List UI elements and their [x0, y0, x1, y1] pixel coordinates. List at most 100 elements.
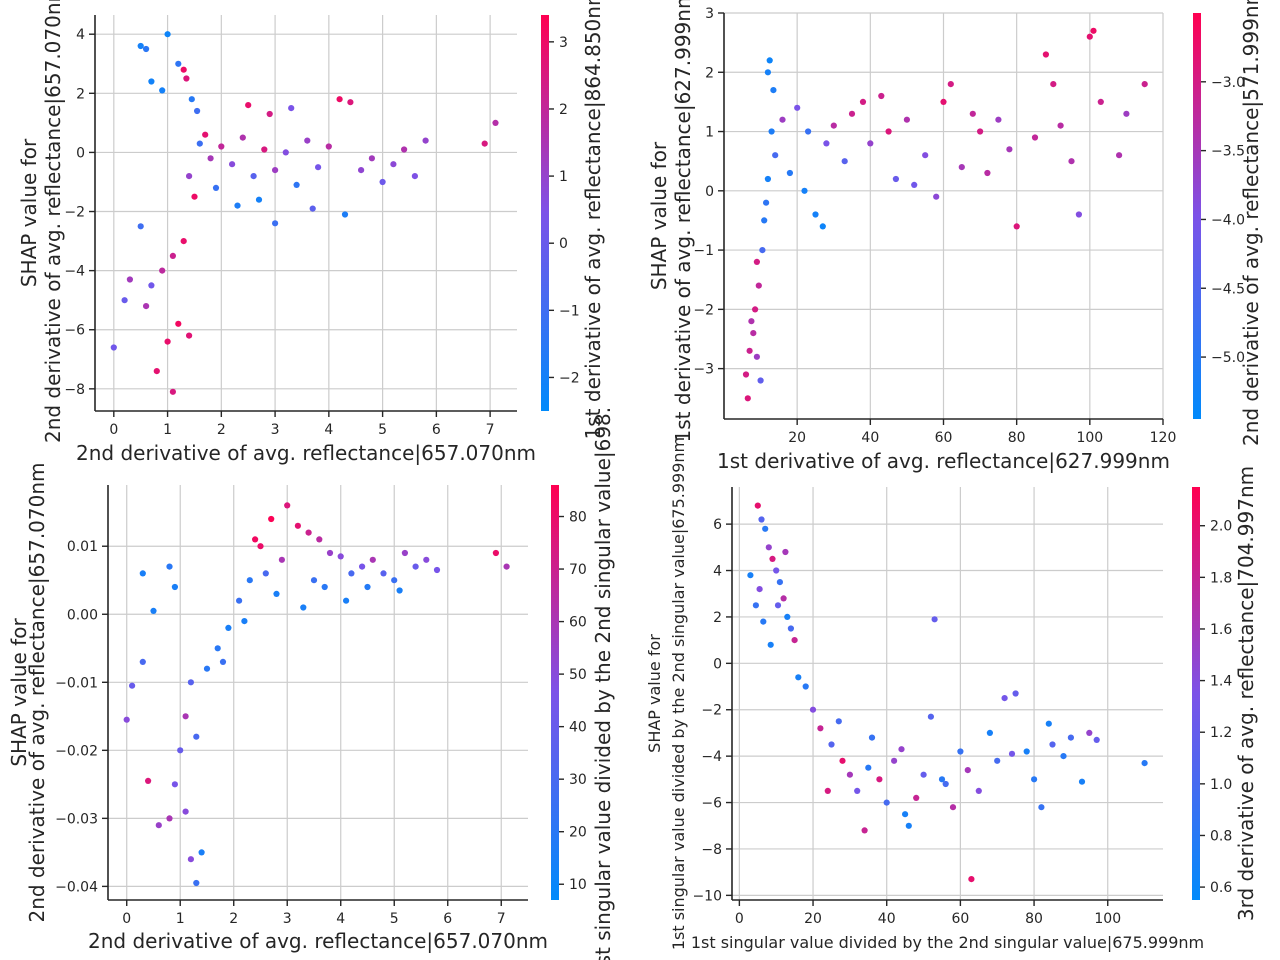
data-point: [784, 613, 791, 621]
x-axis-label: 1st singular value divided by the 2nd si…: [691, 933, 1204, 952]
y-tick-label: −0.02: [55, 743, 98, 759]
scatter-points: [742, 27, 1148, 402]
data-point: [861, 827, 868, 834]
data-point: [252, 536, 259, 543]
data-point: [268, 515, 275, 523]
data-point: [1031, 134, 1039, 141]
data-point: [986, 729, 994, 737]
data-point: [839, 757, 846, 764]
data-point: [186, 173, 193, 180]
colorbar-tick-label: 20: [569, 825, 587, 841]
data-point: [145, 777, 152, 785]
x-tick-label: 80: [1025, 911, 1043, 927]
data-point: [762, 525, 769, 532]
data-point: [369, 556, 376, 563]
data-point: [819, 223, 826, 230]
data-point: [282, 149, 289, 156]
data-point: [1001, 695, 1008, 702]
data-point: [772, 152, 779, 159]
data-point: [121, 297, 128, 304]
data-point: [196, 140, 203, 147]
data-point: [753, 258, 761, 265]
x-tick-label: 100: [1076, 430, 1103, 446]
data-point: [294, 522, 301, 529]
data-point: [423, 556, 430, 563]
y-tick-label: −0.01: [55, 675, 98, 691]
data-point: [284, 502, 291, 509]
data-point: [773, 567, 780, 574]
data-point: [876, 776, 883, 783]
data-point: [947, 81, 954, 88]
data-point: [752, 306, 759, 313]
data-point: [191, 193, 198, 200]
y-tick-label: 2: [713, 610, 722, 626]
data-point: [779, 116, 786, 123]
data-point: [859, 98, 867, 105]
data-point: [273, 590, 280, 598]
data-point: [1141, 81, 1148, 88]
data-point: [940, 98, 947, 105]
data-point: [786, 169, 794, 177]
data-point: [848, 110, 856, 117]
colorbar-tick-label: 1.8: [1210, 570, 1232, 586]
data-point: [942, 780, 949, 788]
colorbar-tick-label: 60: [569, 615, 587, 631]
colorbar-tick-label: −4.0: [1211, 212, 1245, 228]
data-point: [183, 75, 190, 82]
y-axis-label-line-2: 1st derivative of avg. reflectance|627.9…: [671, 0, 695, 442]
data-point: [830, 122, 837, 129]
colorbar-tick-label: 80: [569, 510, 587, 526]
colorbar-tick-label: 0.8: [1210, 828, 1232, 844]
data-point: [110, 344, 117, 351]
data-point: [931, 616, 938, 623]
data-point: [186, 332, 193, 339]
colorbar-tick-label: 2.0: [1210, 519, 1232, 535]
colorbar-tick-label: 1.0: [1210, 777, 1232, 793]
data-point: [742, 371, 750, 378]
data-point: [885, 128, 892, 135]
data-point: [380, 570, 387, 577]
data-point: [153, 368, 160, 375]
data-point: [137, 223, 144, 230]
y-tick-label: 4: [76, 27, 85, 43]
y-tick-label: −10: [692, 888, 722, 904]
chart-panel-1: 0 1 2 3 4 5 6 7 −8 −6 −4 −2 0 2 4 2nd derivative of avg…: [17, 0, 605, 465]
data-point: [969, 110, 976, 117]
data-point: [748, 318, 755, 325]
x-tick-label: 100: [1094, 911, 1121, 927]
x-tick-label: 80: [1008, 430, 1026, 446]
y-tick-label: −2: [701, 703, 722, 719]
data-point: [776, 579, 784, 586]
data-point: [922, 152, 929, 159]
y-tick-label: 0.01: [67, 539, 98, 555]
colorbar-tick-label: 1.2: [1210, 725, 1232, 741]
y-tick-label: 6: [713, 517, 722, 533]
data-point: [219, 658, 227, 666]
y-tick-label: −0.04: [55, 879, 98, 895]
data-point: [316, 536, 323, 543]
colorbar-tick-label: −2: [559, 370, 580, 386]
data-point: [994, 757, 1001, 764]
data-point: [288, 105, 295, 112]
data-point: [347, 99, 354, 106]
data-point: [1078, 778, 1086, 785]
y-tick-label: −3: [693, 362, 714, 378]
data-point: [175, 320, 182, 327]
data-point: [123, 716, 130, 723]
y-axis-label-line-2: 2nd derivative of avg. reflectance|657.0…: [25, 462, 49, 922]
data-point: [759, 247, 766, 254]
colorbar-tick-label: 0: [559, 236, 568, 252]
data-point: [767, 641, 774, 648]
x-tick-label: 60: [951, 911, 969, 927]
data-point: [150, 607, 157, 615]
data-point: [391, 577, 398, 584]
data-point: [977, 128, 984, 135]
data-point: [1057, 122, 1064, 129]
data-point: [1049, 741, 1056, 748]
data-point: [1013, 223, 1020, 230]
data-point: [300, 604, 307, 611]
data-point: [348, 570, 355, 577]
data-point: [180, 238, 187, 245]
data-point: [868, 734, 876, 741]
data-point: [148, 282, 155, 289]
